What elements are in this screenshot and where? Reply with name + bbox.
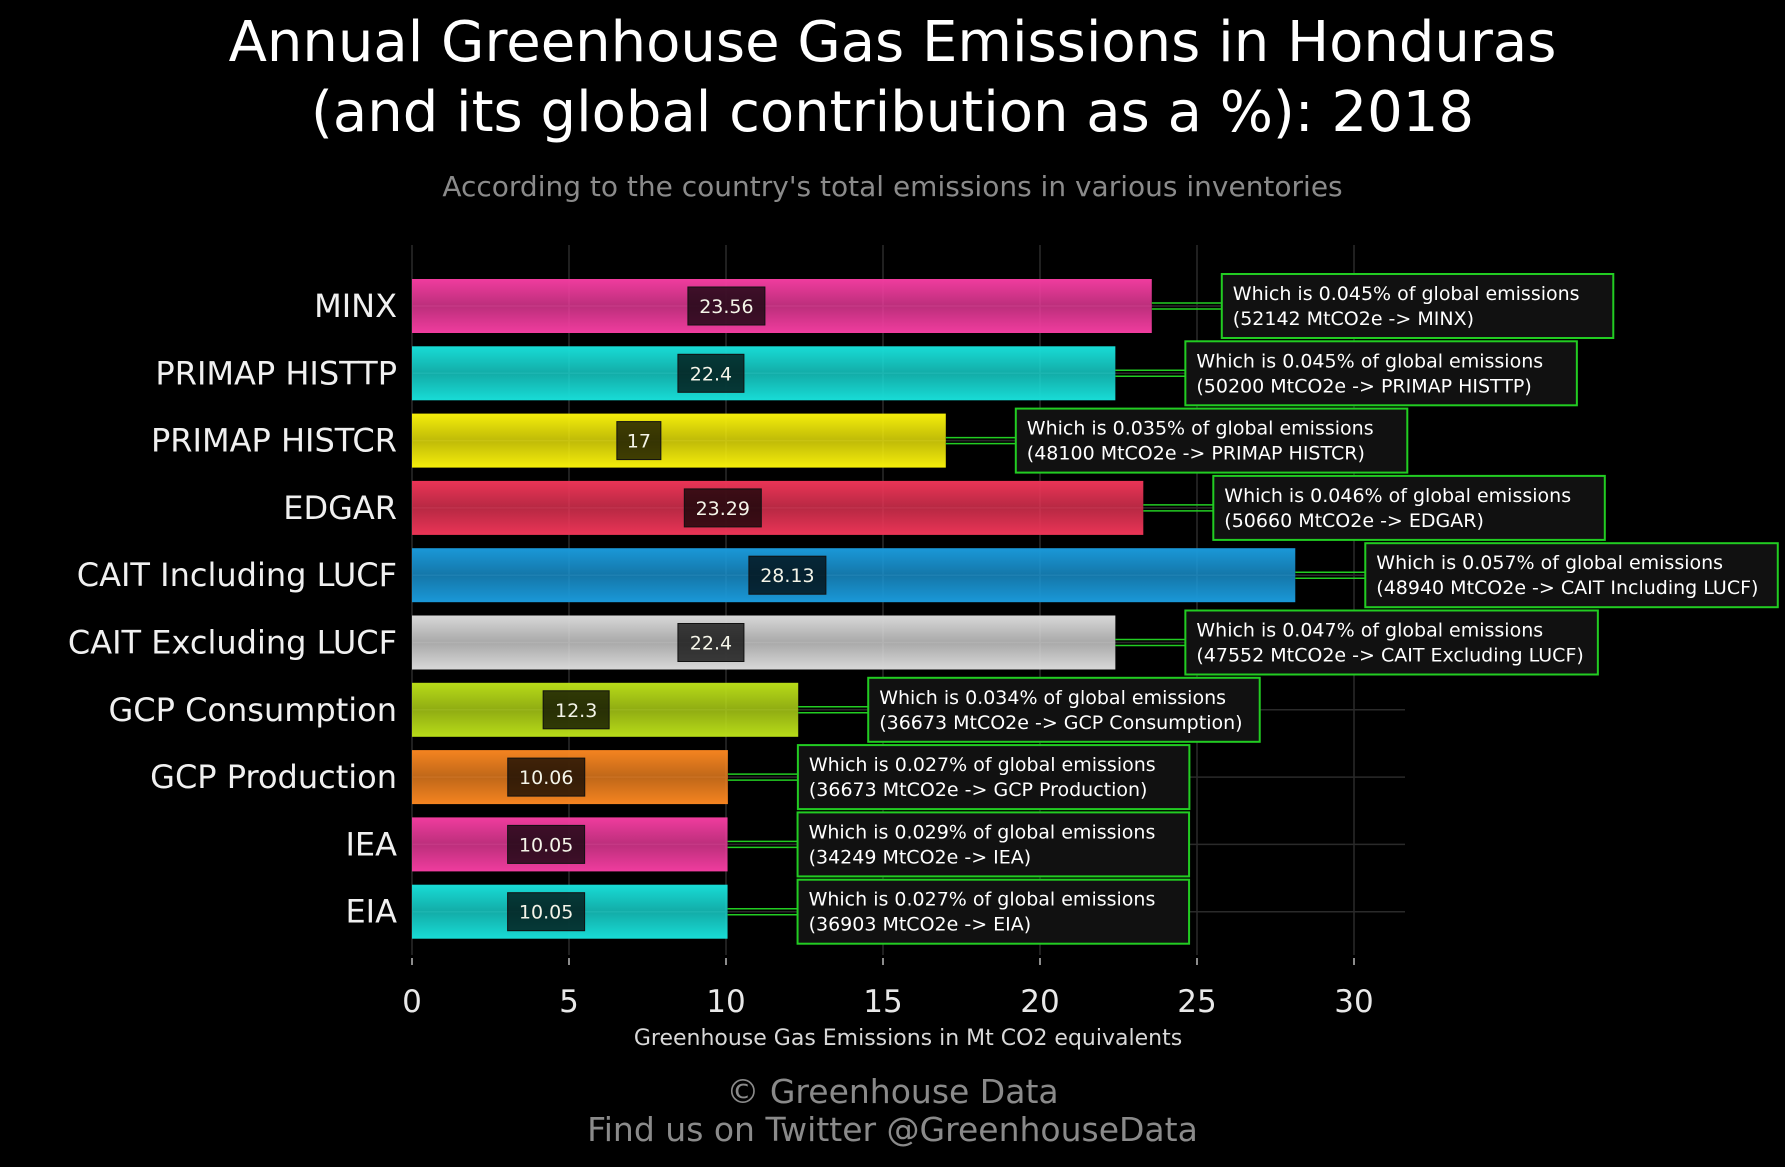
value-label: 10.05 <box>519 902 573 924</box>
value-label: 28.13 <box>760 565 814 587</box>
annotation-line1: Which is 0.027% of global emissions <box>809 889 1156 911</box>
category-label: EDGAR <box>283 489 397 527</box>
annotation-box <box>796 811 1191 878</box>
annotation-line1: Which is 0.045% of global emissions <box>1233 283 1580 305</box>
bar <box>412 480 1144 535</box>
annotation-line1: Which is 0.057% of global emissions <box>1376 552 1723 574</box>
bar <box>412 548 1296 603</box>
annotation-box <box>1212 474 1606 541</box>
annotation-line2: (52142 MtCO2e -> MINX) <box>1233 308 1474 330</box>
value-label: 22.4 <box>690 633 732 655</box>
value-label-box <box>687 286 766 326</box>
x-tick-label: 30 <box>1334 984 1373 1020</box>
category-label: GCP Production <box>150 758 397 796</box>
value-label: 10.06 <box>519 767 573 789</box>
category-label: PRIMAP HISTCR <box>151 422 397 460</box>
value-label-box <box>748 555 827 595</box>
category-label: GCP Consumption <box>108 691 397 729</box>
annotation-line2: (36903 MtCO2e -> EIA) <box>809 914 1032 936</box>
value-label: 10.05 <box>519 834 573 856</box>
annotation-box <box>1184 340 1578 407</box>
value-label: 17 <box>627 431 651 453</box>
x-tick-label: 25 <box>1177 984 1216 1020</box>
footer-twitter: Find us on Twitter @GreenhouseData <box>587 1110 1198 1149</box>
footer-copyright: © Greenhouse Data <box>726 1072 1059 1111</box>
value-label: 12.3 <box>555 700 597 722</box>
annotation-line2: (36673 MtCO2e -> GCP Consumption) <box>879 712 1242 734</box>
x-axis-label: Greenhouse Gas Emissions in Mt CO2 equiv… <box>634 1026 1182 1051</box>
chart-subtitle: According to the country's total emissio… <box>442 170 1343 203</box>
value-label: 23.56 <box>699 296 753 318</box>
value-label-box <box>677 623 745 662</box>
value-label-box <box>507 824 586 864</box>
bar <box>412 279 1152 333</box>
category-label: IEA <box>345 825 397 863</box>
annotation-line1: Which is 0.045% of global emissions <box>1196 350 1543 372</box>
annotation-box <box>1184 609 1599 676</box>
annotation-line2: (47552 MtCO2e -> CAIT Excluding LUCF) <box>1196 645 1583 667</box>
category-label: MINX <box>314 287 397 325</box>
annotation-line2: (48100 MtCO2e -> PRIMAP HISTCR) <box>1027 443 1365 465</box>
value-label: 23.29 <box>696 498 750 520</box>
annotation-box <box>1364 542 1779 609</box>
annotation-line1: Which is 0.034% of global emissions <box>879 687 1226 709</box>
bar <box>412 413 946 468</box>
annotation-line2: (34249 MtCO2e -> IEA) <box>809 846 1032 868</box>
annotation-line1: Which is 0.046% of global emissions <box>1224 485 1571 507</box>
value-label-box <box>507 892 586 932</box>
annotation-line2: (48940 MtCO2e -> CAIT Including LUCF) <box>1376 577 1758 599</box>
value-label-box <box>616 421 662 461</box>
value-label-box <box>507 757 586 797</box>
annotation-line2: (36673 MtCO2e -> GCP Production) <box>809 779 1148 801</box>
bar <box>412 615 1116 670</box>
annotation-line1: Which is 0.035% of global emissions <box>1027 418 1374 440</box>
value-label: 22.4 <box>690 363 732 385</box>
annotation-box <box>1220 273 1615 339</box>
x-tick-label: 15 <box>863 984 902 1020</box>
category-label: PRIMAP HISTTP <box>155 354 397 392</box>
annotation-box <box>867 676 1261 743</box>
x-tick-label: 10 <box>706 984 745 1020</box>
chart-title: Annual Greenhouse Gas Emissions in Hondu… <box>0 8 1785 148</box>
chart-title-line2: (and its global contribution as a %): 20… <box>311 80 1474 145</box>
value-label-box <box>683 488 762 528</box>
annotation-box <box>796 744 1191 811</box>
x-tick-label: 5 <box>559 984 579 1020</box>
value-label-box <box>677 353 745 393</box>
annotation-box <box>796 878 1191 945</box>
annotation-line2: (50200 MtCO2e -> PRIMAP HISTTP) <box>1196 375 1531 397</box>
annotation-box <box>1014 407 1409 474</box>
category-label: CAIT Excluding LUCF <box>68 624 397 662</box>
annotation-line1: Which is 0.047% of global emissions <box>1196 620 1543 642</box>
annotation-line1: Which is 0.027% of global emissions <box>809 754 1156 776</box>
x-tick-label: 20 <box>1020 984 1059 1020</box>
value-label-box <box>542 690 610 730</box>
bar <box>412 346 1116 401</box>
category-label: EIA <box>345 893 397 931</box>
annotation-line1: Which is 0.029% of global emissions <box>809 821 1156 843</box>
category-label: CAIT Including LUCF <box>77 556 397 594</box>
chart-title-line1: Annual Greenhouse Gas Emissions in Hondu… <box>228 10 1557 75</box>
x-tick-label: 0 <box>402 984 422 1020</box>
annotation-line2: (50660 MtCO2e -> EDGAR) <box>1224 510 1484 532</box>
